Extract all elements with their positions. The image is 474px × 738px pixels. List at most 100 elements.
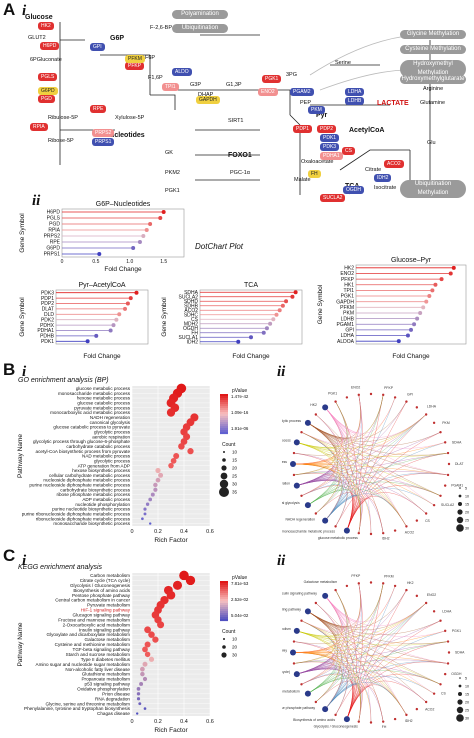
- lollipop-dot: [409, 327, 413, 332]
- legend-size-tick: 20: [232, 645, 238, 650]
- network-node-label: DLAT: [455, 462, 463, 466]
- pathway-label: Carbon metabolism: [90, 573, 130, 578]
- x-tick-label: 0.2: [154, 529, 162, 535]
- network-edge: [307, 641, 449, 694]
- pathway-label: Glycolysis / Gluconeogenesis: [70, 583, 131, 588]
- legend-size-tick: 25: [232, 474, 238, 479]
- network-node-label: glucose metabolic process: [318, 536, 358, 540]
- enrichment-dot: [155, 477, 161, 483]
- module-ubiquitination-methylation: Ubiquitination Methylation: [400, 180, 466, 198]
- dotplot-g6p-nucleotides: G6P–Nucleotides H6PDPGLSPGDRPIAPRPS2RPEG6…: [19, 201, 185, 273]
- metabolite-glut2: GLUT2: [28, 35, 46, 41]
- enzyme-pgd: PGD: [38, 95, 55, 103]
- legend-gradient-step: [220, 412, 228, 415]
- pathway-label: Amino sugar and nucleotide sugar metabol…: [36, 662, 131, 667]
- network-node-label: Pyruvate metabolism: [282, 627, 291, 631]
- network-node-label: Glycolysis / Gluconeogenesis: [314, 725, 359, 729]
- network-node-label: PFKM: [384, 574, 394, 578]
- enrichment-dot: [136, 697, 141, 701]
- enrichment-dot: [168, 462, 174, 469]
- legend-color-tick: 1.09e-16: [231, 410, 249, 415]
- gene-node: [300, 683, 303, 686]
- network-edge: [307, 394, 384, 439]
- gene-node: [446, 451, 450, 455]
- gene-label: LDHA: [341, 333, 355, 339]
- network-edge: [296, 414, 427, 486]
- enrichment-dot: [185, 575, 196, 586]
- network-edge: [296, 442, 407, 527]
- lollipop-dot: [284, 299, 289, 304]
- enrichment-dot: [143, 512, 147, 516]
- enzyme-fh: FH: [308, 170, 321, 178]
- gene-label: PDHA1: [37, 328, 54, 334]
- metabolite-g13p: G1,3P: [226, 82, 242, 88]
- enrichment-dot: [187, 448, 194, 455]
- enrichment-dot: [143, 707, 147, 710]
- network-legend-dot: [458, 692, 462, 696]
- pathway-label: aerobic respiration: [92, 434, 130, 439]
- enrichment-dot: [138, 702, 142, 706]
- gene-label: PDK3: [41, 290, 54, 296]
- enrichment-dot: [143, 507, 147, 511]
- legend-color-tick: 1.91e-06: [231, 426, 249, 431]
- metabolite-xylulose5p: Xylulose-5P: [115, 115, 145, 121]
- enzyme-gpi: GPI: [90, 43, 105, 51]
- dotplot-title: TCA: [244, 282, 258, 289]
- network-edge: [296, 401, 407, 486]
- network-legend-dot: [458, 502, 462, 506]
- enrichment-dot: [153, 482, 158, 488]
- pathway-label: cellular carbohydrate metabolic process: [49, 473, 131, 478]
- network-legend-dot: [456, 516, 464, 524]
- network-node-label: ACO2: [425, 708, 434, 712]
- enzyme-rpia: RPIA: [30, 123, 48, 131]
- network-node-label: ENO2: [351, 386, 360, 390]
- lollipop-dot: [128, 296, 133, 301]
- lollipop-dot: [249, 335, 253, 340]
- gene-node: [393, 396, 397, 399]
- enrichment-dot: [140, 671, 145, 677]
- network-edge: [307, 422, 449, 476]
- lollipop-dot: [280, 303, 285, 308]
- gene-node: [357, 720, 360, 723]
- legend-gradient-step: [220, 430, 228, 433]
- pathway-label: Non-alcoholic fatty liver disease: [65, 667, 130, 672]
- enzyme-aco2: ACO2: [384, 160, 404, 168]
- gene-label: PDP2: [41, 301, 54, 307]
- legend-gradient-step: [220, 601, 228, 604]
- network-node-label: PFKP: [351, 574, 361, 578]
- network-edge: [325, 595, 449, 664]
- network-edge: [292, 463, 372, 535]
- legend-gradient-step: [220, 400, 228, 403]
- module-hydroxymethylglutarate: Hydroxymethylglutarate: [400, 75, 466, 84]
- network-node-label: Galactose metabolism: [304, 580, 338, 584]
- pathway-label: purine nucleotide biosynthetic process: [52, 507, 131, 512]
- module-cysteine-methylation: Cysteine Methylation: [400, 45, 466, 54]
- pathway-label: Biosynthesis of amino acids: [73, 588, 130, 593]
- gene-node: [369, 392, 373, 396]
- pathway-label: NAD metabolic process: [82, 454, 131, 459]
- dotplot-title: Pyr–AcetylCoA: [78, 282, 125, 289]
- network-node-label: PFKP: [384, 386, 394, 390]
- network-node-label: Citrate cycle (TCA cycle): [282, 670, 290, 674]
- legend-size-tick: 15: [232, 458, 238, 463]
- network-edge: [296, 442, 449, 457]
- legend-size-dot: [223, 638, 225, 640]
- enrichment-dot: [166, 590, 176, 600]
- gene-node: [382, 531, 385, 535]
- gene-node: [443, 441, 447, 444]
- x-tick-label: 0.6: [206, 719, 214, 725]
- network-node-label: LDHA: [427, 404, 437, 408]
- enrichment-dot: [155, 467, 161, 474]
- gene-label: HK2: [344, 266, 354, 272]
- gene-label: OGDH: [183, 326, 198, 332]
- gene-node: [345, 584, 349, 588]
- network-edge: [296, 602, 427, 675]
- pathway-node: [322, 592, 329, 599]
- x-tick-label: 1.5: [160, 259, 167, 265]
- enrichment-dot: [150, 492, 155, 497]
- legend-gradient-step: [220, 615, 228, 618]
- network-node-label: glycolytic process: [282, 419, 301, 423]
- legend-gradient-step: [220, 603, 228, 606]
- network-edge: [296, 583, 361, 675]
- network-edge: [307, 670, 441, 694]
